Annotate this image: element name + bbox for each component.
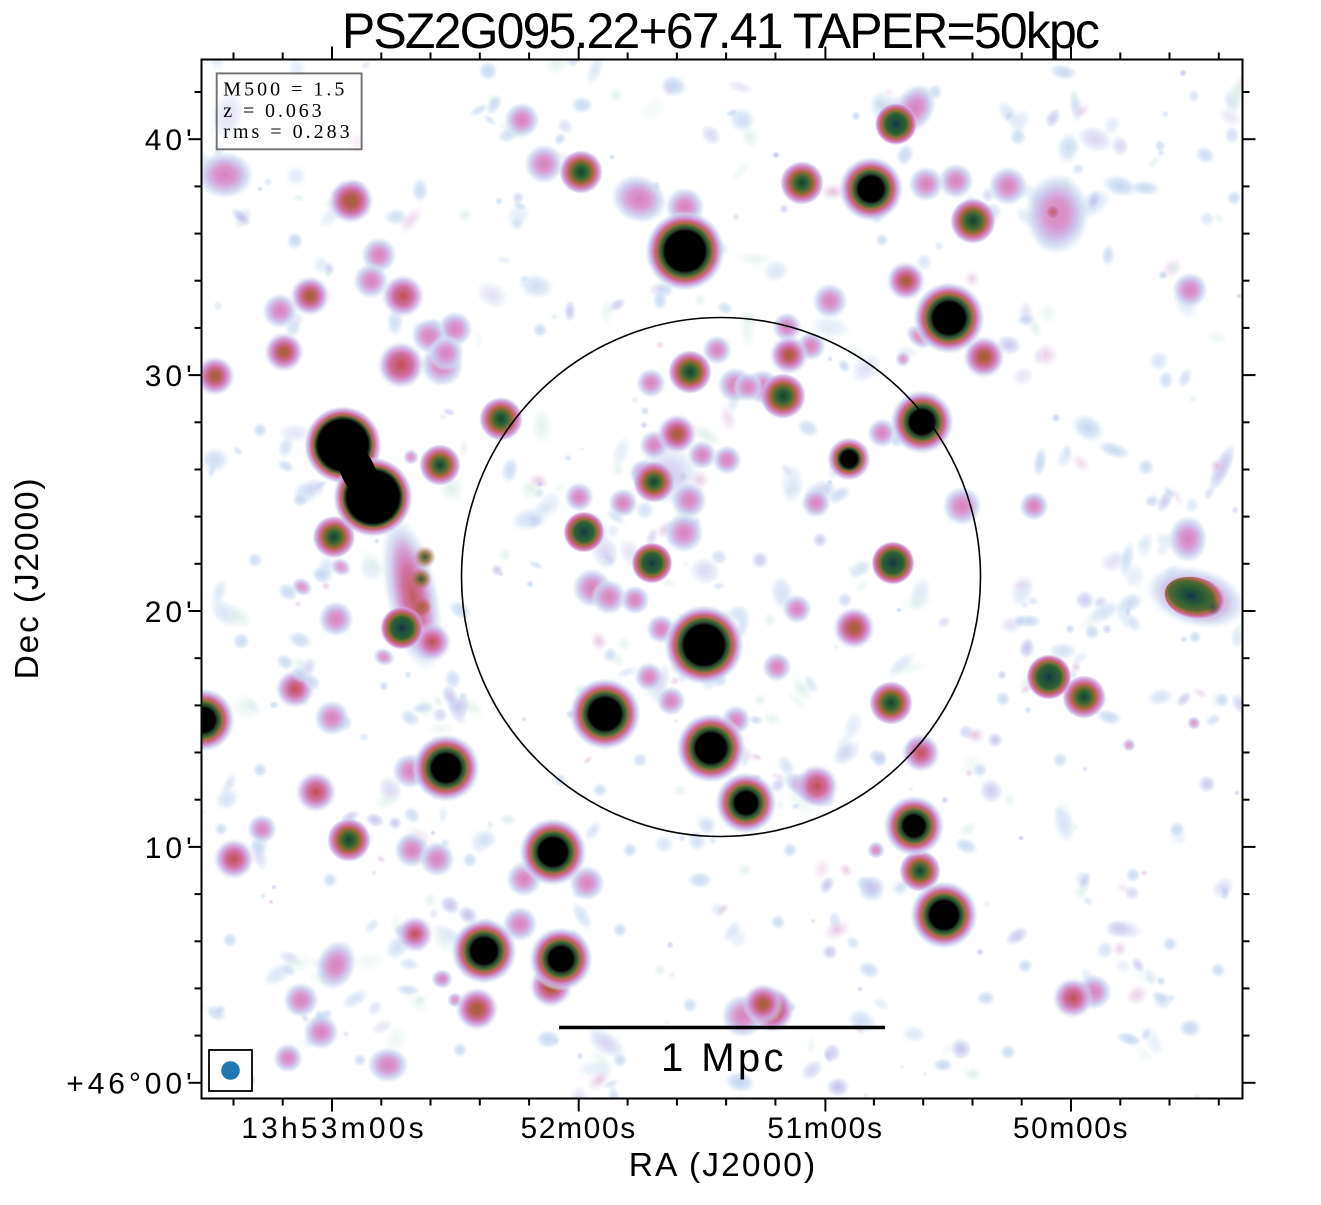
svg-text:13h53m00s: 13h53m00s — [241, 1112, 427, 1145]
svg-text:PSZ2G095.22+67.41 TAPER=50kpc: PSZ2G095.22+67.41 TAPER=50kpc — [342, 3, 1099, 59]
svg-text:51m00s: 51m00s — [767, 1112, 883, 1145]
svg-text:50m00s: 50m00s — [1013, 1112, 1129, 1145]
svg-text:1 Mpc: 1 Mpc — [661, 1036, 787, 1080]
svg-text:RA (J2000): RA (J2000) — [629, 1147, 818, 1184]
svg-text:20': 20' — [145, 596, 196, 629]
svg-text:rms = 0.283: rms = 0.283 — [223, 121, 352, 143]
svg-text:10': 10' — [145, 832, 196, 865]
svg-text:z = 0.063: z = 0.063 — [223, 100, 324, 122]
svg-text:M500 = 1.5: M500 = 1.5 — [223, 78, 347, 100]
svg-text:40': 40' — [145, 124, 196, 157]
svg-text:30': 30' — [145, 360, 196, 393]
svg-text:+46°00': +46°00' — [66, 1068, 195, 1101]
svg-text:52m00s: 52m00s — [521, 1112, 637, 1145]
svg-text:Dec (J2000): Dec (J2000) — [9, 477, 46, 680]
